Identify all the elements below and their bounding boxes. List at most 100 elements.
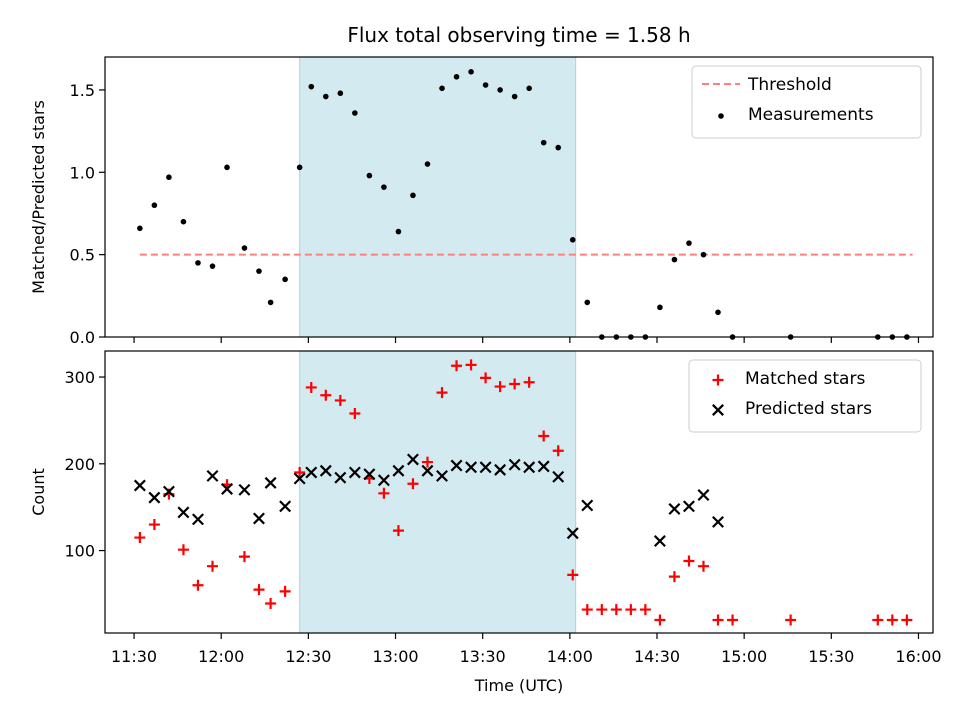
measurements-point [209,263,216,269]
measurements-point [497,87,503,93]
measurements-point [166,174,172,181]
matched-stars-point [378,487,390,499]
matched-stars-point [668,571,680,583]
measurements-point [540,139,547,146]
predicted-stars-point [319,464,332,477]
matched-stars-point [436,387,448,399]
matched-stars-point [148,519,160,531]
predicted-stars-point [253,512,265,525]
measurements-point [308,83,315,90]
matched-stars-point [238,551,250,563]
predicted-stars-point [348,466,361,479]
y-tick-label: 0.5 [70,246,95,265]
measurements-point [282,276,288,283]
y-tick-label: 1.5 [70,81,95,100]
measurements-point [526,85,532,92]
top-x-ticks [133,337,920,343]
matched-stars-point [407,478,419,490]
matched-stars-point [509,378,521,390]
matched-stars-point [421,456,433,468]
predicted-stars-point [293,472,306,485]
predicted-stars-point [552,470,565,483]
matched-stars-point [872,614,884,626]
y-tick-label: 1.0 [70,163,95,182]
matched-stars-point [581,604,593,616]
predicted-stars-point [334,471,347,484]
predicted-stars-point [421,464,434,477]
y-tick-label: 0.0 [70,328,95,347]
legend-label: Measurements [748,105,874,125]
bottom-panel: 100 200 300 11:30 12:00 12:30 13:00 13:30 14:00… [29,350,942,695]
measurements-point [511,93,518,100]
matched-stars-point [596,604,608,616]
predicted-stars-point [653,535,666,548]
measurements-point [657,304,663,311]
predicted-stars-point [479,461,492,474]
measurements-point [241,245,248,251]
top-legend: Threshold Measurements [691,65,922,139]
matched-stars-point [727,614,739,626]
measurements-point [686,240,692,246]
measurements-point [410,192,416,199]
predicted-stars-point [523,461,536,474]
x-axis-label: Time (UTC) [474,676,563,695]
predicted-stars-point [238,483,251,496]
legend-box [691,65,922,139]
matched-stars-point [552,445,564,457]
measurements-point [366,172,373,179]
matched-stars-point [654,614,666,626]
matched-stars-point [465,359,477,371]
predicted-stars-point [465,461,478,474]
predicted-stars-point [377,474,390,487]
predicted-stars-point [191,513,204,526]
measurements-point [424,161,431,167]
measurements-point [395,228,402,235]
legend-label: Threshold [747,75,832,95]
matched-stars-point [639,604,651,616]
measurements-point [267,299,274,306]
bottom-y-ticks: 100 200 300 [64,368,105,561]
top-panel: 0.0 0.5 1.0 1.5 Matched/Predicted stars Thr… [29,56,934,347]
y-tick-label: 100 [64,542,95,561]
matched-stars-point [305,381,317,393]
predicted-stars-point [712,515,724,528]
predicted-stars-point [133,479,146,492]
matched-stars-point [253,584,265,596]
predicted-stars-point [494,463,507,476]
predicted-stars-point [566,527,579,540]
predicted-stars-point [508,458,521,471]
predicted-stars-point [450,459,463,472]
predicted-stars-point [162,485,175,498]
x-tick-label: 14:00 [547,647,593,666]
matched-stars-point [392,525,404,537]
predicted-stars-point [279,500,292,513]
measurements-point [323,93,329,100]
matched-stars-point [294,466,306,478]
measurements-point [468,69,474,75]
measurements-point [195,260,201,266]
matched-stars-point [683,555,695,567]
observing-window-span [299,350,577,634]
x-tick-label: 12:00 [198,647,244,666]
matched-stars-point [538,430,550,442]
chart-title: Flux total observing time = 1.58 h [347,23,690,47]
predicted-stars-point [305,466,318,479]
bottom-x-ticks: 11:30 12:00 12:30 13:00 13:30 14:00 14:30 15:00… [111,633,942,666]
measurements-point [584,299,591,306]
x-tick-label: 15:30 [808,647,854,666]
predicted-stars-point [668,502,681,515]
measurements-point [337,90,344,97]
matched-stars-point [610,604,622,616]
measurements-point [555,144,562,151]
matched-stars-point [901,614,913,626]
matched-stars-point [494,381,506,393]
x-tick-label: 13:30 [460,647,506,666]
bottom-axes-frame [104,350,934,634]
measurements-point [137,225,143,232]
bottom-legend: Matched stars Predicted stars [688,359,922,433]
matched-stars-point [785,614,797,626]
measurements-point [482,82,489,88]
matched-stars-point [177,544,189,556]
measurements-point [569,237,576,243]
